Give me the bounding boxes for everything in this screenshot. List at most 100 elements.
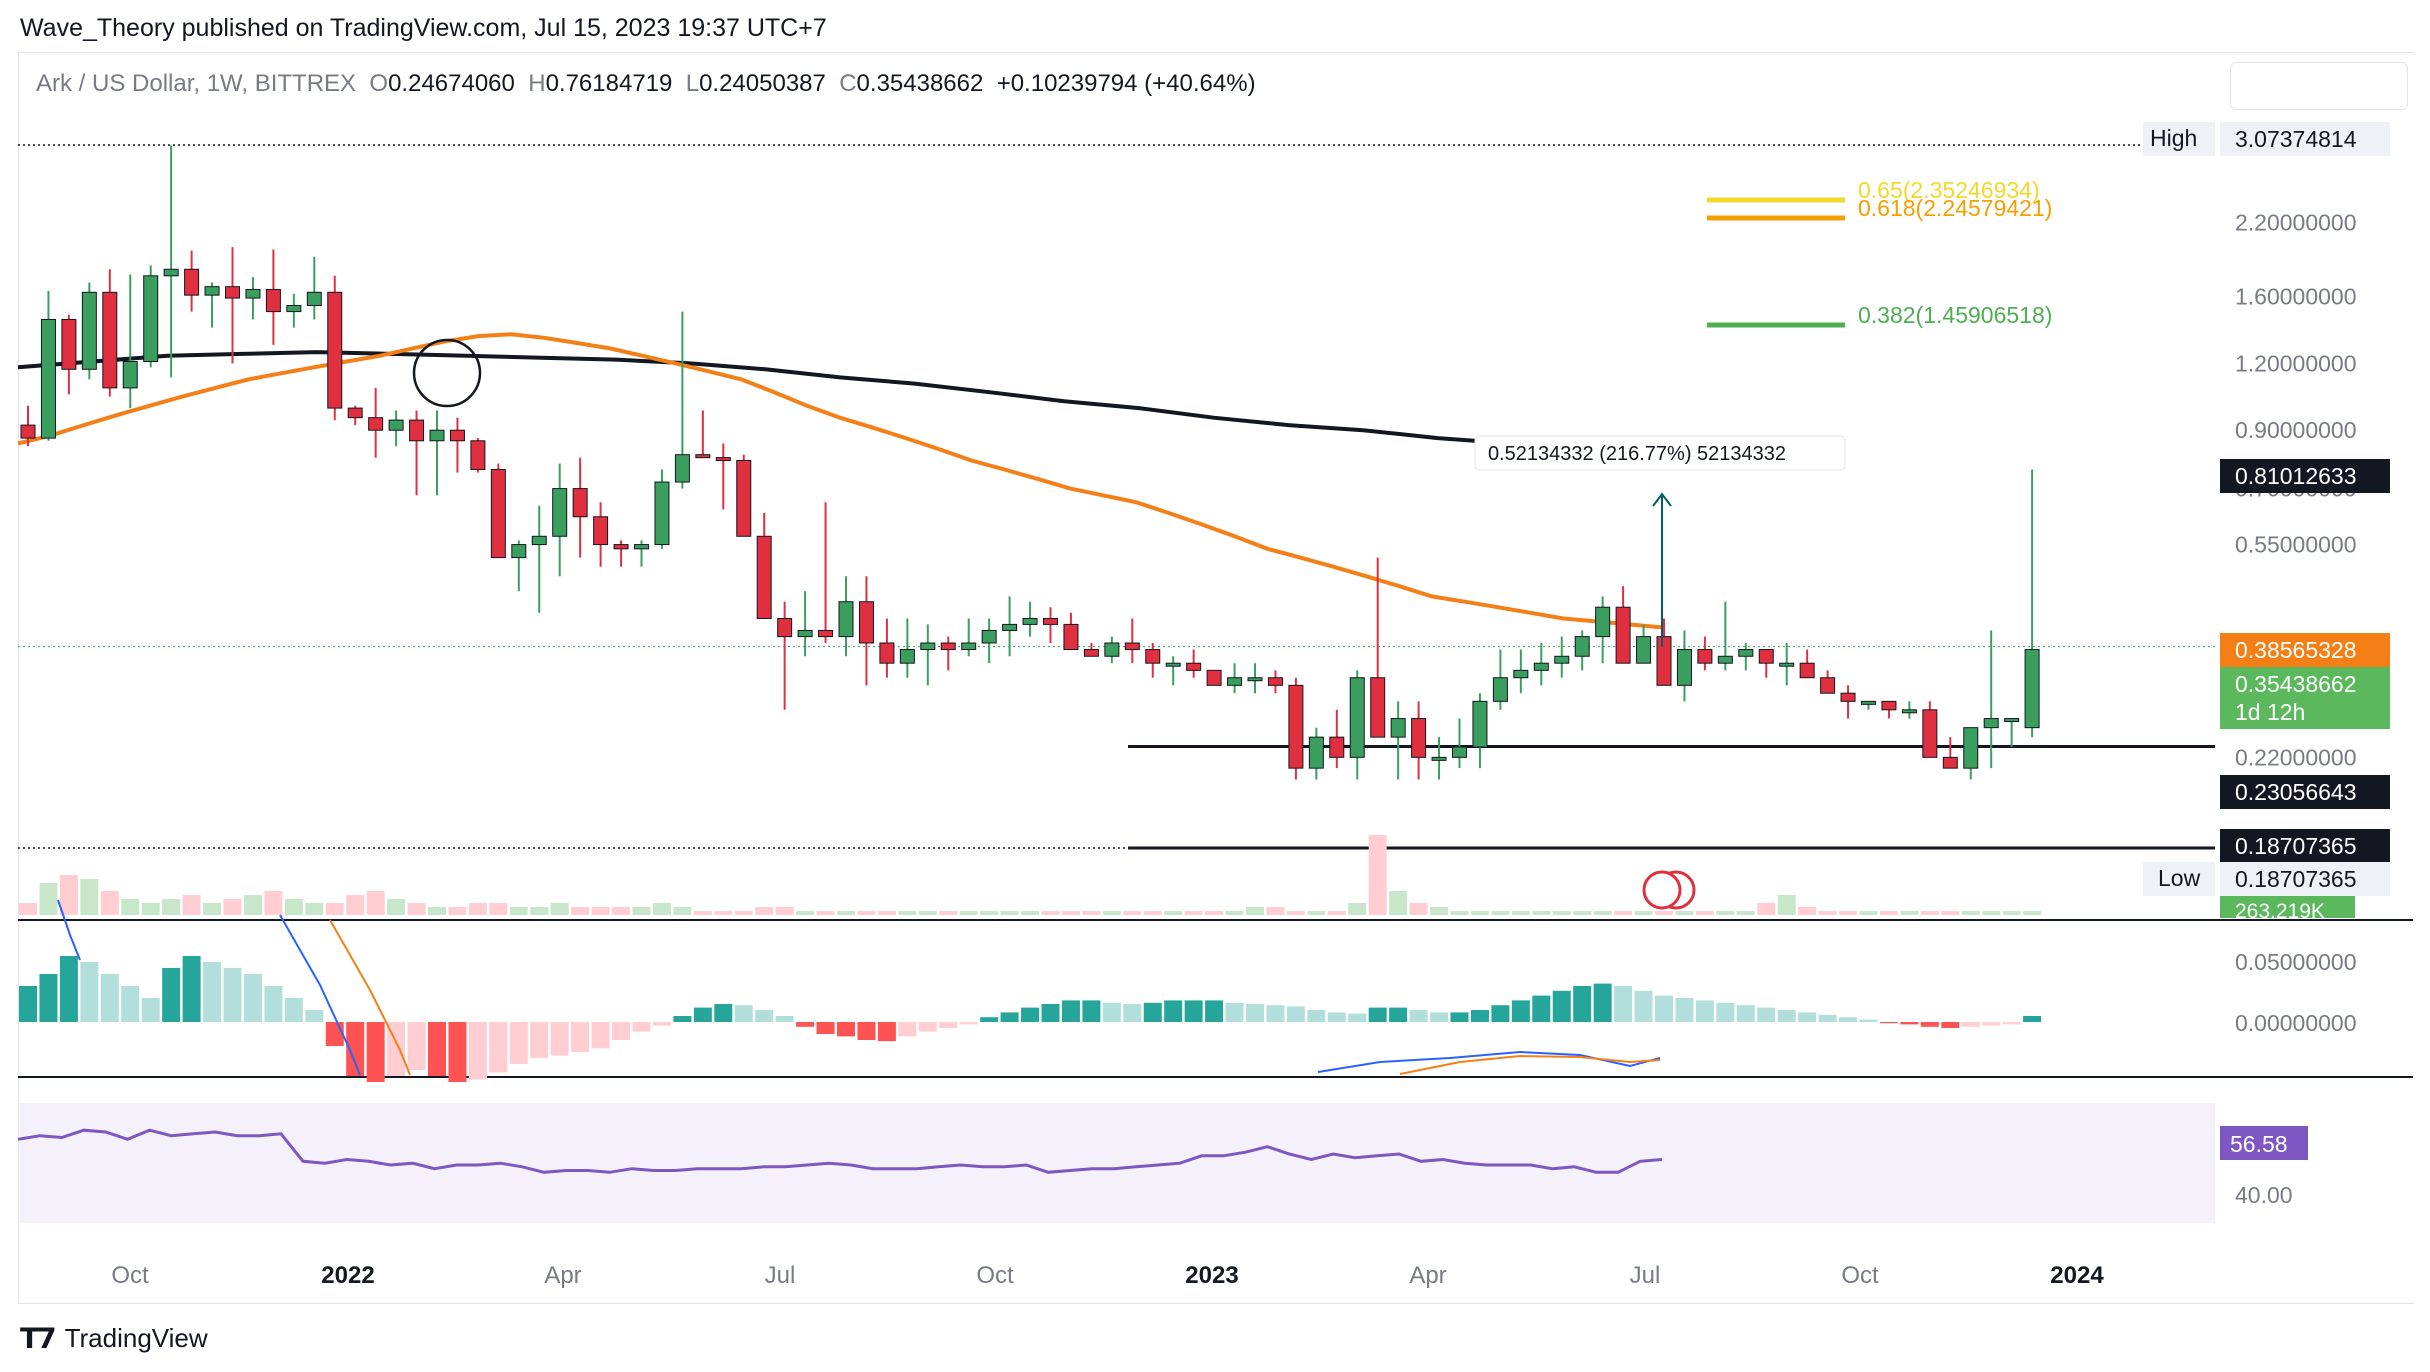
macd-histogram-bar [1389, 1007, 1408, 1022]
volume-bar [80, 879, 99, 915]
volume-bar [775, 907, 794, 915]
volume-bar [1327, 911, 1346, 915]
close-value: 0.35438662 [856, 70, 984, 97]
macd-histogram-bar [1184, 1000, 1203, 1022]
fib-level-label: 0.382(1.45906518) [1858, 302, 2052, 328]
volume-bar [39, 883, 58, 915]
ema-price-tag-box [2220, 633, 2390, 667]
macd-histogram-bar [19, 986, 37, 1022]
candle-body [1717, 655, 1733, 664]
volume-bar [305, 903, 324, 915]
candle-body [1676, 649, 1692, 686]
macd-signal-drop [329, 919, 411, 1076]
volume-bar [530, 907, 549, 915]
volume-bar [755, 907, 774, 915]
candle-body [1554, 655, 1570, 664]
macd-histogram-bar [632, 1022, 651, 1032]
macd-histogram-bar [1982, 1022, 2001, 1026]
candle-body [1636, 636, 1652, 664]
macd-histogram-bar [407, 1022, 426, 1070]
volume-bar [612, 907, 631, 915]
volume-bar [1839, 911, 1858, 915]
time-axis-tick: 2024 [2050, 1262, 2104, 1289]
macd-histogram-bar [775, 1016, 794, 1022]
volume-bar [182, 895, 201, 915]
candle-body [1595, 606, 1611, 638]
candle-body [1615, 606, 1631, 664]
measure-label: 0.52134332 (216.77%) 52134332 [1488, 443, 1786, 465]
macd-histogram-bar [59, 956, 78, 1022]
macd-histogram-bar [959, 1022, 978, 1025]
candle-body [552, 488, 568, 537]
volume-bar [1348, 903, 1367, 915]
candle-body [306, 291, 322, 306]
macd-histogram-bar [366, 1022, 385, 1082]
candle-body [163, 268, 179, 277]
volume-bar [59, 875, 78, 915]
macd-histogram-bar [1532, 995, 1551, 1022]
ma200-line [17, 350, 1663, 457]
macd-histogram-bar [837, 1022, 855, 1037]
open-value: 0.24674060 [388, 70, 515, 97]
macd-histogram-bar [1920, 1022, 1939, 1027]
candle-body [818, 629, 834, 638]
candle-body [1922, 709, 1938, 758]
candle-body [1002, 623, 1018, 631]
symbol-search-box[interactable] [2230, 62, 2408, 110]
open-label: O [369, 70, 389, 97]
macd-histogram-bar [1246, 1004, 1264, 1022]
high-label-box [2143, 122, 2215, 156]
price-axis-tick: 1.20000000 [2235, 350, 2357, 376]
macd-histogram-bar [2002, 1022, 2021, 1025]
macd-histogram-bar [80, 962, 99, 1022]
candle-body [879, 642, 895, 664]
candle-body [899, 649, 915, 664]
volume-bar [1143, 911, 1162, 915]
high-value: 3.07374814 [2235, 126, 2357, 152]
ema-line [17, 332, 1663, 630]
candle-body [1840, 692, 1856, 702]
volume-bar [1634, 911, 1653, 915]
volume-bar [284, 899, 303, 915]
macd-histogram-bar [918, 1022, 937, 1032]
macd-histogram-bar [1470, 1010, 1489, 1022]
macd-histogram-bar [877, 1022, 896, 1042]
volume-bar [1225, 911, 1244, 915]
candle-body [1124, 642, 1140, 651]
candle-body [40, 318, 56, 439]
volume-bar [1082, 911, 1101, 915]
macd-histogram-bar [1736, 1005, 1755, 1022]
volume-bar [366, 891, 385, 915]
macd-histogram-bar [980, 1017, 999, 1022]
low-value: 0.24050387 [699, 70, 826, 97]
macd-histogram-bar [1368, 1007, 1387, 1022]
measure-label-box [1474, 435, 1846, 471]
price-axis-tick: 0.55000000 [2235, 532, 2357, 558]
countdown-tag: 1d 12h [2235, 699, 2305, 725]
candle-body [1963, 727, 1979, 769]
candle-body [1267, 677, 1283, 686]
volume-bar [1491, 911, 1510, 915]
volume-bar [162, 899, 181, 915]
candle-body [1411, 718, 1427, 758]
low-value-box [2220, 862, 2390, 896]
macd-histogram-bar [509, 1022, 528, 1064]
macd-histogram-bar [816, 1022, 835, 1034]
support1-price-tag-box [2220, 775, 2390, 809]
volume-bar [223, 899, 242, 915]
volume-bar [1041, 911, 1060, 915]
macd-histogram-bar [1961, 1022, 1980, 1027]
volume-bar [1450, 911, 1469, 915]
macd-histogram-bar [387, 1022, 406, 1076]
volume-bar [1879, 911, 1898, 915]
volume-bar [1695, 911, 1714, 915]
candle-body [1206, 669, 1222, 686]
symbol-name[interactable]: Ark / US Dollar, 1W, BITTREX [36, 70, 357, 97]
candle-body [409, 419, 425, 442]
tradingview-brand[interactable]: 𝗧𝟳 TradingView [20, 1322, 208, 1355]
volume-bar [1655, 911, 1673, 915]
macd-axis-tick: 0.05000000 [2235, 949, 2357, 975]
volume-bar [1818, 911, 1837, 915]
volume-bar [141, 903, 160, 915]
